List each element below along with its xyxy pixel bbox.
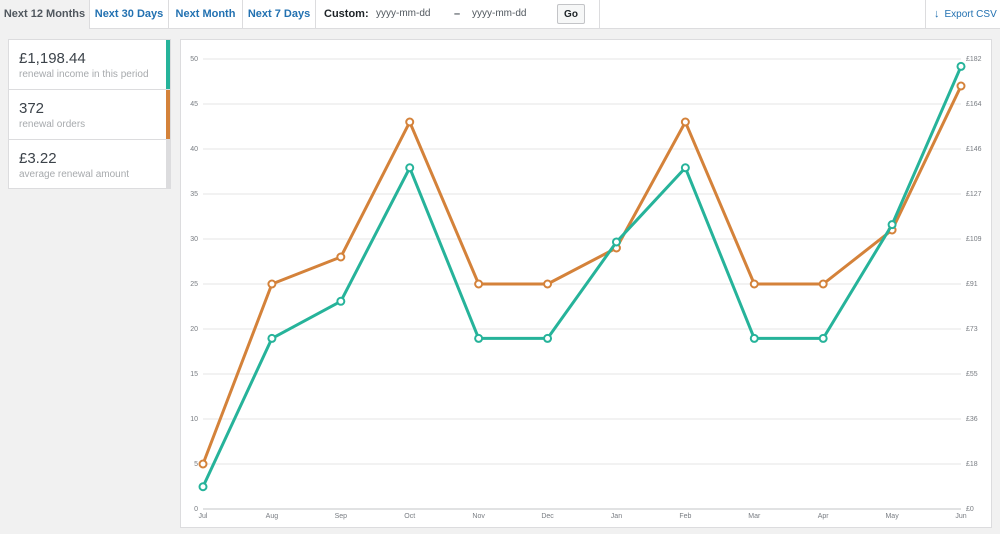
x-tick-label: Dec — [541, 513, 554, 520]
average-renewal-value: £3.22 — [19, 150, 57, 167]
chart-legend: £1,198.44 renewal income in this period … — [8, 39, 171, 189]
renewal-income-value: £1,198.44 — [19, 50, 86, 67]
y-right-tick-label: £0 — [966, 506, 974, 513]
data-point — [749, 279, 759, 289]
renewal-orders-label: renewal orders — [19, 119, 86, 130]
legend-item-renewal-income[interactable]: £1,198.44 renewal income in this period — [8, 39, 171, 89]
x-tick-label: May — [885, 513, 899, 520]
renewal-orders-value: 372 — [19, 100, 45, 117]
series-line — [201, 85, 963, 465]
y-left-tick-label: 50 — [190, 56, 198, 63]
data-point — [198, 459, 208, 469]
renewal-income-label: renewal income in this period — [19, 69, 149, 80]
data-point — [818, 279, 828, 289]
x-tick-label: Feb — [679, 513, 691, 520]
x-tick-label: Apr — [818, 513, 830, 520]
y-left-tick-label: 5 — [194, 461, 198, 468]
data-point — [474, 333, 484, 343]
y-left-tick-label: 0 — [194, 506, 198, 513]
export-csv-button[interactable]: ↓ Export CSV — [925, 0, 1000, 29]
series-line — [201, 65, 963, 488]
y-right-tick-label: £18 — [966, 461, 978, 468]
y-right-tick-label: £55 — [966, 371, 978, 378]
data-point — [543, 279, 553, 289]
data-point — [405, 117, 415, 127]
tab-next-7-days[interactable]: Next 7 Days — [243, 0, 316, 29]
data-point — [267, 279, 277, 289]
y-right-tick-label: £91 — [966, 281, 978, 288]
y-right-tick-label: £36 — [966, 416, 978, 423]
y-left-tick-label: 35 — [190, 191, 198, 198]
data-point — [956, 81, 966, 91]
download-arrow-icon: ↓ — [934, 8, 940, 20]
data-point — [336, 252, 346, 262]
y-left-tick-label: 20 — [190, 326, 198, 333]
x-tick-label: Mar — [748, 513, 761, 520]
data-point — [818, 333, 828, 343]
data-point — [336, 296, 346, 306]
y-left-tick-label: 10 — [190, 416, 198, 423]
y-left-tick-label: 30 — [190, 236, 198, 243]
y-right-tick-label: £164 — [966, 101, 982, 108]
x-tick-label: Nov — [472, 513, 485, 520]
legend-item-renewal-orders[interactable]: 372 renewal orders — [8, 89, 171, 139]
data-point — [749, 333, 759, 343]
data-point — [198, 482, 208, 492]
y-right-tick-label: £73 — [966, 326, 978, 333]
average-renewal-label: average renewal amount — [19, 169, 130, 180]
data-point — [405, 163, 415, 173]
x-tick-label: Sep — [335, 513, 348, 520]
date-separator: – — [454, 8, 461, 20]
x-tick-label: Jul — [199, 513, 208, 520]
legend-color-strip — [166, 140, 170, 188]
y-right-tick-label: £182 — [966, 56, 982, 63]
data-point — [680, 163, 690, 173]
data-point — [887, 220, 897, 230]
data-point — [474, 279, 484, 289]
go-button[interactable]: Go — [557, 4, 585, 24]
x-tick-label: Aug — [266, 513, 279, 520]
renewals-line-chart: 0 £0 5 £18 10 £36 15 £55 20 £73 25 £91 30 £109 35 £127 4… — [190, 56, 982, 520]
start-date-input[interactable] — [376, 5, 442, 22]
x-tick-label: Jun — [955, 513, 966, 520]
filter-bar: Next 12 Months Next 30 Days Next Month N… — [0, 0, 1000, 29]
tab-next-month[interactable]: Next Month — [169, 0, 243, 29]
data-point — [680, 117, 690, 127]
custom-range: Custom: – Go — [316, 0, 600, 29]
data-point — [956, 61, 966, 71]
y-right-tick-label: £127 — [966, 191, 982, 198]
tab-next-12-months[interactable]: Next 12 Months — [0, 0, 90, 29]
tab-next-30-days[interactable]: Next 30 Days — [90, 0, 169, 29]
y-left-tick-label: 25 — [190, 281, 198, 288]
custom-range-label: Custom: — [324, 8, 369, 20]
renewals-chart-panel: 0 £0 5 £18 10 £36 15 £55 20 £73 25 £91 30 £109 35 £127 4… — [180, 39, 992, 528]
end-date-input[interactable] — [472, 5, 538, 22]
export-csv-label: Export CSV — [944, 9, 997, 20]
legend-color-strip — [166, 40, 170, 89]
data-point — [543, 333, 553, 343]
legend-item-average-renewal[interactable]: £3.22 average renewal amount — [8, 139, 171, 189]
y-left-tick-label: 40 — [190, 146, 198, 153]
data-point — [267, 333, 277, 343]
data-point — [611, 237, 621, 247]
y-left-tick-label: 45 — [190, 101, 198, 108]
x-tick-label: Jan — [611, 513, 622, 520]
x-tick-label: Oct — [404, 513, 415, 520]
y-left-tick-label: 15 — [190, 371, 198, 378]
legend-color-strip — [166, 90, 170, 139]
y-right-tick-label: £146 — [966, 146, 982, 153]
y-right-tick-label: £109 — [966, 236, 982, 243]
